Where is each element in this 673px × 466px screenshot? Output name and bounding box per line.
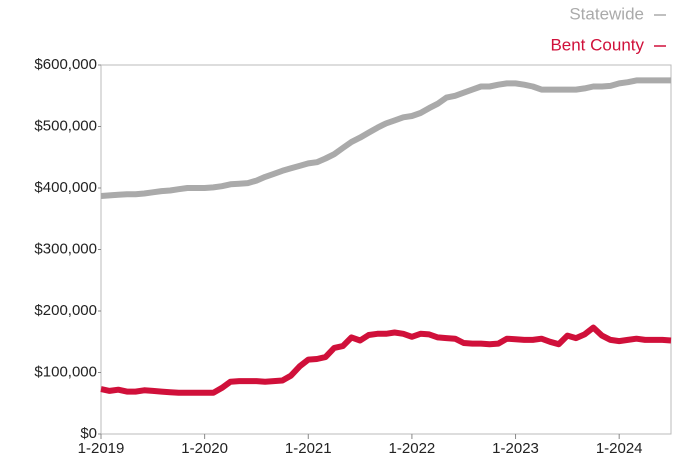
- x-tick-label: 1-2024: [596, 440, 643, 457]
- x-tick-label: 1-2020: [181, 440, 228, 457]
- y-tick-label: $600,000: [34, 56, 97, 73]
- x-tick-label: 1-2022: [389, 440, 436, 457]
- x-tick-label: 1-2023: [492, 440, 539, 457]
- legend-label: Bent County: [550, 35, 644, 54]
- x-tick-label: 1-2021: [285, 440, 332, 457]
- y-tick-label: $400,000: [34, 179, 97, 196]
- series-line: [100, 77, 671, 199]
- y-tick-label: $300,000: [34, 240, 97, 257]
- y-tick-label: $500,000: [34, 117, 97, 134]
- y-tick-label: $100,000: [34, 363, 97, 380]
- y-tick-label: $0: [80, 425, 97, 442]
- x-tick-label: 1-2019: [78, 440, 125, 457]
- legend-label: Statewide: [569, 4, 644, 23]
- y-tick-label: $200,000: [34, 302, 97, 319]
- series-line: [100, 324, 672, 396]
